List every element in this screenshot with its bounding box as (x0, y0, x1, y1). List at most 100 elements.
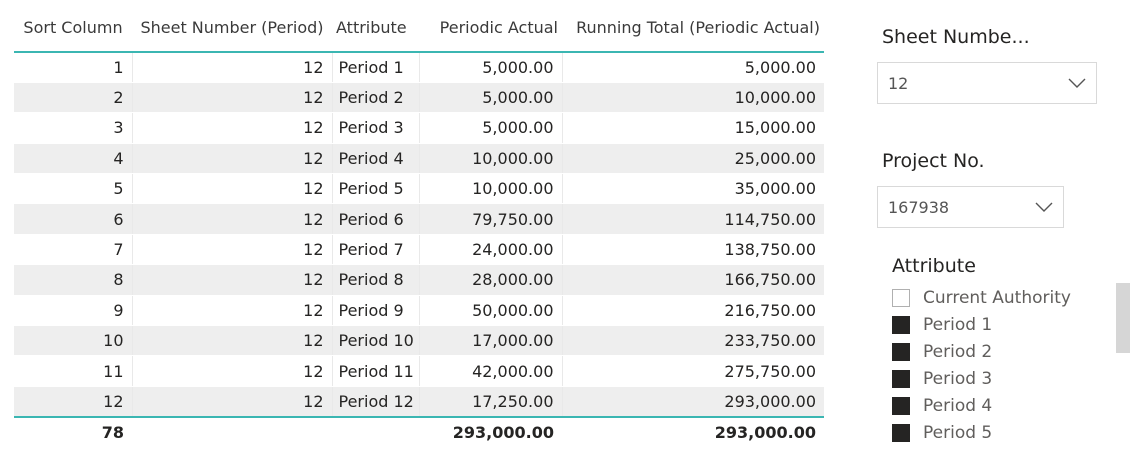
cell-periodic-actual: 17,250.00 (419, 386, 563, 418)
cell-running-total: 114,750.00 (562, 203, 824, 235)
cell-running-total: 275,750.00 (562, 355, 824, 387)
column-header-sort-column[interactable]: Sort Column (14, 10, 132, 53)
cell-sort-column: 11 (14, 355, 133, 387)
cell-periodic-actual: 17,000.00 (419, 325, 563, 357)
cell-attribute: Period 11 (332, 355, 420, 387)
cell-sort-column: 4 (14, 143, 133, 175)
cell-sort-column: 9 (14, 295, 133, 327)
table-row[interactable]: 10 12 Period 10 17,000.00 233,750.00 (14, 325, 824, 357)
attribute-slicer-item[interactable]: Period 3 (892, 365, 1092, 392)
attribute-slicer-item[interactable]: Current Authority (892, 284, 1092, 311)
cell-attribute: Period 10 (332, 325, 420, 357)
cell-attribute: Period 5 (332, 173, 420, 205)
cell-sort-column: 7 (14, 234, 133, 266)
table-row[interactable]: 11 12 Period 11 42,000.00 275,750.00 (14, 355, 824, 387)
sheet-number-dropdown-value: 12 (888, 73, 909, 93)
cell-periodic-actual: 5,000.00 (419, 112, 563, 144)
attribute-slicer-item-label: Current Authority (923, 287, 1071, 308)
cell-sheet-number: 12 (132, 325, 333, 357)
cell-periodic-actual: 5,000.00 (419, 52, 563, 83)
table-row[interactable]: 8 12 Period 8 28,000.00 166,750.00 (14, 264, 824, 296)
data-table: Sort Column Sheet Number (Period) Attrib… (14, 10, 824, 447)
cell-sheet-number: 12 (132, 203, 333, 235)
attribute-slicer-title: Attribute (892, 255, 976, 277)
cell-sort-column: 1 (14, 52, 133, 83)
attribute-slicer-item[interactable]: Period 5 (892, 419, 1092, 446)
cell-running-total: 138,750.00 (562, 234, 824, 266)
cell-attribute: Period 6 (332, 203, 420, 235)
cell-sheet-number: 12 (132, 386, 333, 418)
project-no-slicer-title: Project No. (882, 150, 985, 172)
cell-running-total: 5,000.00 (562, 52, 824, 83)
checkbox-icon[interactable] (892, 315, 910, 334)
cell-sort-column: 3 (14, 112, 133, 144)
chevron-down-icon (1068, 78, 1086, 88)
checkbox-icon[interactable] (892, 396, 910, 415)
cell-periodic-actual: 24,000.00 (419, 234, 563, 266)
cell-running-total: 35,000.00 (562, 173, 824, 205)
attribute-slicer-item-label: Period 4 (923, 395, 993, 416)
cell-sheet-number: 12 (132, 234, 333, 266)
cell-periodic-actual: 5,000.00 (419, 82, 563, 114)
chevron-down-icon (1035, 202, 1053, 212)
cell-sheet-number: 12 (132, 173, 333, 205)
column-header-running-total[interactable]: Running Total (Periodic Actual) (562, 10, 824, 53)
table-row[interactable]: 4 12 Period 4 10,000.00 25,000.00 (14, 143, 824, 175)
cell-periodic-actual: 10,000.00 (419, 173, 563, 205)
table-body: 1 12 Period 1 5,000.00 5,000.00 2 12 Period 2 5,… (14, 52, 824, 418)
cell-periodic-actual: 10,000.00 (419, 143, 563, 175)
cell-running-total: 233,750.00 (562, 325, 824, 357)
table-row[interactable]: 12 12 Period 12 17,250.00 293,000.00 (14, 386, 824, 418)
cell-sheet-number: 12 (132, 143, 333, 175)
cell-sheet-number: 12 (132, 355, 333, 387)
cell-attribute: Period 7 (332, 234, 420, 266)
attribute-slicer-item-label: Period 5 (923, 422, 993, 443)
attribute-slicer-item[interactable]: Period 1 (892, 311, 1092, 338)
attribute-slicer-scrollbar[interactable] (1116, 283, 1130, 353)
checkbox-icon[interactable] (892, 342, 910, 361)
cell-attribute: Period 9 (332, 295, 420, 327)
cell-periodic-actual: 79,750.00 (419, 203, 563, 235)
total-sheet-number (132, 417, 332, 447)
table-row[interactable]: 6 12 Period 6 79,750.00 114,750.00 (14, 203, 824, 235)
cell-sheet-number: 12 (132, 82, 333, 114)
cell-sheet-number: 12 (132, 264, 333, 296)
cell-attribute: Period 3 (332, 112, 420, 144)
column-header-attribute[interactable]: Attribute (332, 10, 419, 53)
total-attribute (332, 417, 419, 447)
attribute-slicer-item[interactable]: Period 2 (892, 338, 1092, 365)
cell-periodic-actual: 28,000.00 (419, 264, 563, 296)
cell-sheet-number: 12 (132, 295, 333, 327)
cell-sheet-number: 12 (132, 112, 333, 144)
total-running-total: 293,000.00 (714, 422, 816, 442)
cell-sort-column: 5 (14, 173, 133, 205)
checkbox-icon[interactable] (892, 369, 910, 388)
checkbox-icon[interactable] (892, 423, 910, 442)
cell-running-total: 216,750.00 (562, 295, 824, 327)
cell-sort-column: 8 (14, 264, 133, 296)
column-header-sheet-number[interactable]: Sheet Number (Period) (132, 10, 332, 53)
sheet-number-slicer-title: Sheet Numbe... (882, 26, 1030, 48)
attribute-slicer-item[interactable]: Period 4 (892, 392, 1092, 419)
cell-running-total: 15,000.00 (562, 112, 824, 144)
cell-running-total: 293,000.00 (562, 386, 824, 418)
table-row[interactable]: 7 12 Period 7 24,000.00 138,750.00 (14, 234, 824, 266)
attribute-slicer-list: Current Authority Period 1 Period 2 Period … (892, 284, 1092, 446)
table-row[interactable]: 1 12 Period 1 5,000.00 5,000.00 (14, 52, 824, 83)
cell-attribute: Period 2 (332, 82, 420, 114)
cell-sort-column: 2 (14, 82, 133, 114)
attribute-slicer-item-label: Period 3 (923, 368, 993, 389)
cell-running-total: 10,000.00 (562, 82, 824, 114)
cell-sort-column: 12 (14, 386, 133, 418)
sheet-number-dropdown[interactable]: 12 (877, 62, 1097, 104)
table-row[interactable]: 3 12 Period 3 5,000.00 15,000.00 (14, 112, 824, 144)
table-row[interactable]: 5 12 Period 5 10,000.00 35,000.00 (14, 173, 824, 205)
table-row[interactable]: 2 12 Period 2 5,000.00 10,000.00 (14, 82, 824, 114)
column-header-periodic-actual[interactable]: Periodic Actual (419, 10, 562, 53)
project-no-dropdown[interactable]: 167938 (877, 186, 1064, 228)
table-visual: Sort Column Sheet Number (Period) Attrib… (14, 10, 824, 447)
table-header-row: Sort Column Sheet Number (Period) Attrib… (14, 10, 824, 53)
table-total-row: 78 293,000.00 293,000.00 (14, 417, 824, 447)
table-row[interactable]: 9 12 Period 9 50,000.00 216,750.00 (14, 295, 824, 327)
checkbox-icon[interactable] (892, 288, 910, 307)
